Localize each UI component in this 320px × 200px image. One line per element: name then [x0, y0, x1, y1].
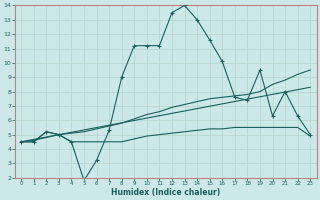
X-axis label: Humidex (Indice chaleur): Humidex (Indice chaleur)	[111, 188, 220, 197]
